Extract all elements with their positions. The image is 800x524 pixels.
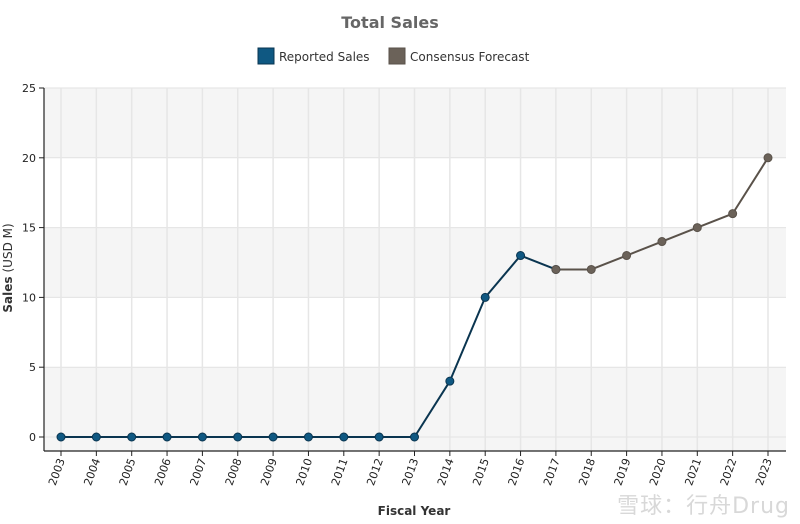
- data-point[interactable]: [586, 264, 596, 274]
- x-tick-label: 2018: [576, 457, 598, 488]
- y-tick-label: 5: [29, 361, 36, 374]
- x-tick-label: 2015: [470, 457, 492, 488]
- x-axis-title: Fiscal Year: [378, 504, 451, 518]
- x-tick-label: 2016: [506, 457, 528, 488]
- watermark: 雪球：行舟Drug: [617, 494, 790, 519]
- y-axis-title: Sales (USD M): [1, 223, 15, 312]
- x-tick-label: 2012: [364, 457, 386, 488]
- data-point[interactable]: [374, 432, 384, 442]
- x-tick-label: 2008: [223, 457, 245, 488]
- x-tick-label: 2006: [152, 457, 174, 488]
- x-tick-label: 2004: [81, 457, 103, 488]
- data-point[interactable]: [127, 432, 137, 442]
- y-tick-label: 25: [22, 82, 36, 95]
- x-tick-label: 2009: [258, 457, 280, 488]
- legend-label: Reported Sales: [279, 50, 370, 64]
- data-point[interactable]: [91, 432, 101, 442]
- x-tick-label: 2005: [117, 457, 139, 488]
- chart-title: Total Sales: [341, 13, 438, 32]
- x-tick-label: 2022: [718, 457, 740, 488]
- data-point[interactable]: [162, 432, 172, 442]
- x-tick-label: 2019: [612, 457, 634, 488]
- x-tick-label: 2017: [541, 457, 563, 488]
- x-tick-label: 2020: [647, 457, 669, 488]
- x-tick-label: 2011: [329, 457, 351, 488]
- data-point[interactable]: [233, 432, 243, 442]
- data-point[interactable]: [303, 432, 313, 442]
- x-tick-label: 2023: [753, 457, 775, 488]
- data-point[interactable]: [410, 432, 419, 442]
- data-point[interactable]: [480, 292, 490, 302]
- y-axis-unit: (USD M): [1, 223, 15, 272]
- data-point[interactable]: [197, 432, 207, 442]
- legend-label: Consensus Forecast: [410, 50, 530, 64]
- y-axis-label: Sales: [1, 277, 15, 313]
- x-axis-ticks: 2003 2004 2005 2006 2007 2008 2009 2010 2011 2012…: [46, 451, 775, 487]
- x-tick-label: 2003: [46, 457, 68, 488]
- data-point[interactable]: [728, 209, 738, 219]
- data-point[interactable]: [445, 376, 455, 386]
- series-points: [56, 153, 773, 442]
- data-point[interactable]: [339, 432, 349, 442]
- y-tick-label: 10: [22, 291, 36, 304]
- y-tick-label: 0: [29, 431, 36, 444]
- x-tick-label: 2014: [435, 457, 457, 488]
- data-point[interactable]: [268, 432, 278, 442]
- data-point[interactable]: [551, 264, 561, 274]
- data-point[interactable]: [657, 237, 667, 247]
- x-tick-label: 2013: [400, 457, 422, 488]
- data-point[interactable]: [622, 251, 632, 261]
- y-axis-ticks: 0 5 10 15 20 25: [22, 82, 44, 444]
- data-point[interactable]: [516, 251, 526, 261]
- data-point[interactable]: [56, 432, 66, 442]
- y-tick-label: 15: [22, 222, 36, 235]
- legend-swatch: [388, 47, 406, 65]
- y-tick-label: 20: [22, 152, 36, 165]
- x-tick-label: 2007: [187, 457, 209, 488]
- legend-swatch: [257, 47, 275, 65]
- x-tick-label: 2010: [293, 457, 315, 488]
- data-point[interactable]: [763, 153, 773, 163]
- legend: Reported Sales Consensus Forecast: [257, 47, 530, 65]
- data-point[interactable]: [692, 223, 702, 233]
- x-tick-label: 2021: [682, 457, 704, 488]
